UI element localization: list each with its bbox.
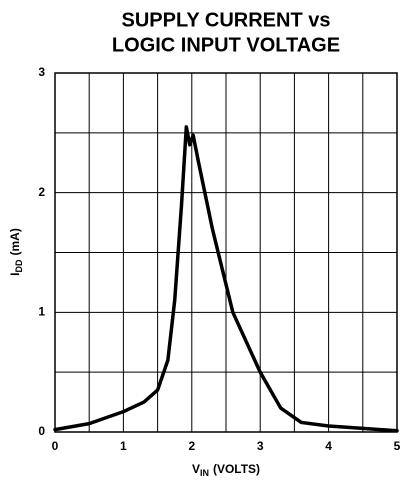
x-axis-label: VIN (VOLTS): [192, 462, 260, 478]
x-tick-label: 3: [257, 439, 264, 453]
x-tick-label: 0: [52, 439, 59, 453]
y-tick-label: 1: [38, 305, 45, 319]
x-label-sub: IN: [200, 468, 209, 478]
y-axis-label: IDD (mA): [8, 228, 24, 276]
y-label-unit: (mA): [8, 228, 22, 255]
x-tick-label: 4: [325, 439, 332, 453]
y-tick-label: 0: [38, 424, 45, 438]
data-line: [53, 125, 399, 433]
x-tick-label: 2: [188, 439, 195, 453]
chart-title: LOGIC INPUT VOLTAGE: [112, 34, 340, 56]
x-label-unit: (VOLTS): [213, 462, 260, 476]
y-tick-label: 3: [38, 65, 45, 79]
x-tick-label: 1: [120, 439, 127, 453]
y-tick-label: 2: [38, 185, 45, 199]
x-label-main: V: [192, 462, 200, 476]
y-label-sub: DD: [14, 259, 24, 272]
chart-title: SUPPLY CURRENT vs: [122, 9, 331, 31]
x-tick-label: 5: [394, 439, 401, 453]
y-label-main: I: [8, 272, 22, 275]
